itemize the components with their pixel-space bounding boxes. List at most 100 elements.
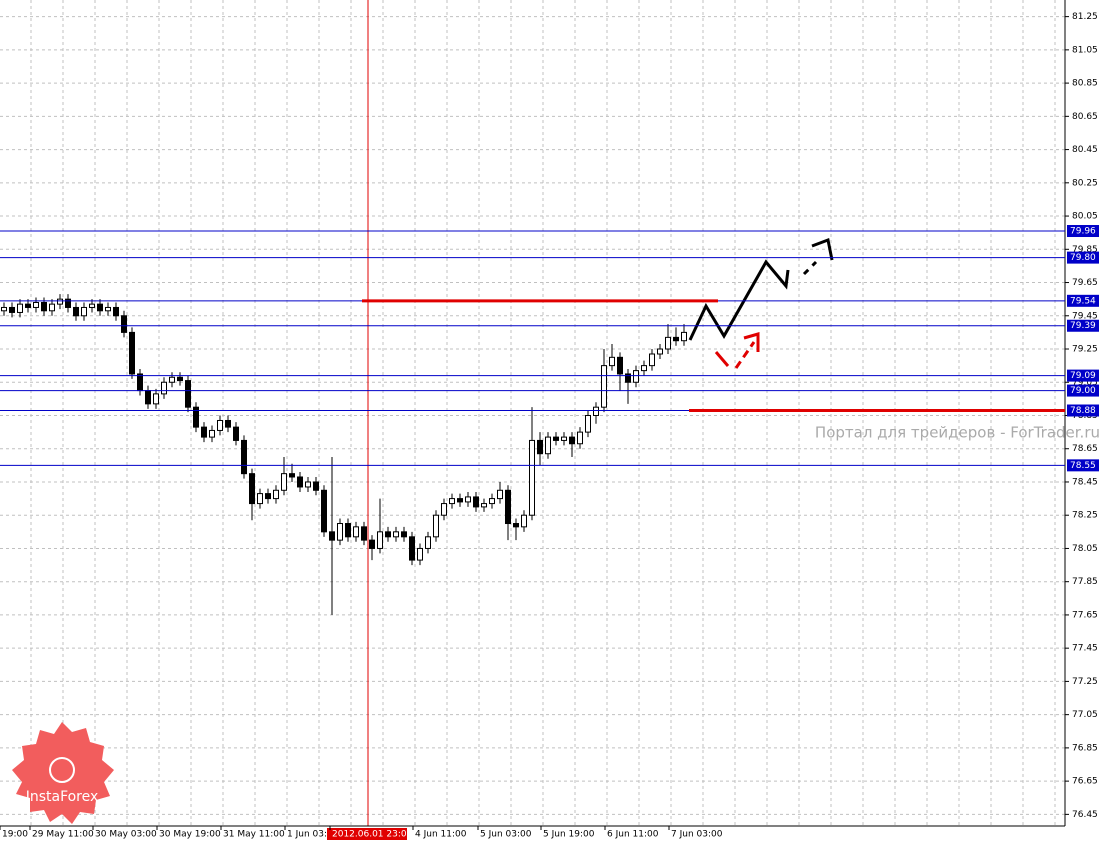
level-label: 79.96 <box>1070 227 1096 237</box>
candle-body <box>513 523 519 528</box>
y-tick-label: 78.45 <box>1072 477 1098 487</box>
candle-body <box>609 356 615 367</box>
candle-body <box>473 496 479 508</box>
candle-body <box>433 514 439 538</box>
candle-body <box>41 301 47 312</box>
level-label: 79.54 <box>1070 296 1096 306</box>
watermark: Портал для трейдеров - ForTrader.ru <box>815 424 1100 442</box>
candle-body <box>201 426 207 438</box>
level-label: 79.39 <box>1070 321 1096 331</box>
candle-body <box>505 489 511 525</box>
candle-body <box>121 315 127 333</box>
forecast-dash <box>802 260 818 276</box>
candle-body <box>657 348 663 355</box>
candle-body <box>401 531 407 538</box>
candle-body <box>601 365 607 408</box>
candle-body <box>481 503 487 508</box>
forecast-path <box>688 259 790 341</box>
candle-body <box>465 496 471 503</box>
alt-path <box>734 341 756 369</box>
y-tick-label: 80.25 <box>1072 178 1098 188</box>
candle-body <box>281 473 287 491</box>
candle-body <box>329 531 335 541</box>
y-tick-label: 77.05 <box>1072 710 1098 720</box>
x-tick-label: 1 Jun 03:00 <box>287 830 339 840</box>
candle-body <box>649 353 655 367</box>
candle-body <box>569 436 575 445</box>
candle-body <box>73 306 79 317</box>
x-tick-label: 4 Jun 11:00 <box>415 830 467 840</box>
y-tick-label: 81.25 <box>1072 12 1098 22</box>
candle-body <box>665 336 671 350</box>
candle-body <box>25 303 31 308</box>
alt-path <box>714 351 730 367</box>
candle-body <box>441 503 447 516</box>
candle-body <box>409 536 415 561</box>
y-tick-label: 79.85 <box>1072 245 1098 255</box>
forecast-arrow <box>811 237 834 261</box>
y-tick-label: 76.65 <box>1072 777 1098 787</box>
y-tick-label: 79.05 <box>1072 378 1098 388</box>
x-tick-label: 30 May 03:00 <box>95 830 157 840</box>
level-label: 79.00 <box>1070 386 1096 396</box>
x-tick-label: 31 May 11:00 <box>223 830 285 840</box>
y-tick-label: 78.25 <box>1072 511 1098 521</box>
x-tick-label: 19:00 <box>2 830 28 840</box>
candle-body <box>641 365 647 372</box>
level-label: 79.09 <box>1070 371 1096 381</box>
candle-body <box>33 301 39 308</box>
candle-body <box>193 406 199 428</box>
candle-body <box>561 436 567 441</box>
y-tick-label: 78.05 <box>1072 544 1098 554</box>
candle-body <box>529 439 535 516</box>
x-tick-label: 2012.06.01 23:00 <box>332 830 413 840</box>
y-tick-label: 77.85 <box>1072 577 1098 587</box>
level-label-box <box>1067 225 1099 238</box>
candle-body <box>17 303 23 313</box>
candle-body <box>385 531 391 538</box>
candle-body <box>241 439 247 475</box>
candle-body <box>577 431 583 445</box>
candle-body <box>249 473 255 505</box>
y-tick-label: 76.45 <box>1072 810 1098 820</box>
candle-body <box>225 419 231 428</box>
level-label-box <box>1067 459 1099 472</box>
level-label-box <box>1067 369 1099 382</box>
candle-body <box>113 306 119 317</box>
forecast <box>688 237 834 369</box>
y-tick-label: 80.65 <box>1072 112 1098 122</box>
candle-body <box>449 498 455 505</box>
y-tick-label: 77.65 <box>1072 610 1098 620</box>
y-tick-label: 77.45 <box>1072 644 1098 654</box>
candle-body <box>361 526 367 541</box>
x-tick-label: 7 Jun 03:00 <box>671 830 723 840</box>
candle-body <box>153 393 159 405</box>
y-tick-label: 77.25 <box>1072 677 1098 687</box>
candle-body <box>537 439 543 455</box>
y-tick-label: 80.85 <box>1072 79 1098 89</box>
candle-body <box>337 523 343 541</box>
level-label-box <box>1067 294 1099 307</box>
x-tick-label: 6 Jun 11:00 <box>607 830 659 840</box>
candle-body <box>1 306 7 312</box>
candle-body <box>145 390 151 405</box>
logo-badge <box>12 722 114 824</box>
x-tick-label: 30 May 19:00 <box>159 830 221 840</box>
candle-body <box>457 498 463 503</box>
candle-body <box>497 489 503 500</box>
logo-text: InstaForex <box>26 789 99 805</box>
candle-body <box>265 493 271 500</box>
candle-body <box>185 380 191 408</box>
candle-body <box>177 376 183 382</box>
x-tick-label: 5 Jun 19:00 <box>543 830 595 840</box>
candle-body <box>81 306 87 317</box>
candle-body <box>9 306 15 313</box>
candle-body <box>369 539 375 549</box>
candle-body <box>521 514 527 528</box>
candle-body <box>289 473 295 478</box>
y-tick-label: 80.45 <box>1072 145 1098 155</box>
candle-body <box>305 481 311 488</box>
candle-body <box>585 414 591 433</box>
candle-body <box>377 531 383 549</box>
